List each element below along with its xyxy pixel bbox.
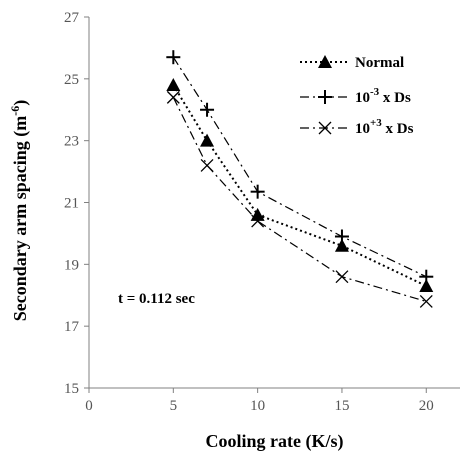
data-point-minus3 (334, 229, 349, 244)
y-tick-label: 17 (64, 319, 80, 335)
legend-label-minus3-tail: x Ds (379, 90, 411, 106)
y-axis-title: Secondary arm spacing (m-6) (8, 100, 31, 322)
x-tick-label: 10 (250, 398, 265, 414)
data-point-plus3 (200, 158, 214, 172)
data-point-minus3 (200, 102, 215, 117)
legend-symbol (318, 55, 332, 68)
data-point-plus3 (419, 294, 433, 308)
legend-label-plus3-base: 10 (355, 121, 370, 137)
series-line-normal (172, 84, 427, 287)
x-tick-label: 0 (85, 398, 93, 414)
x-axis-title: Cooling rate (K/s) (206, 431, 344, 452)
legend-marker-plus3 (318, 121, 332, 135)
data-point-normal (166, 78, 181, 92)
x-tick-label: 20 (419, 398, 434, 414)
y-tick-label: 19 (64, 257, 79, 273)
y-tick-label: 15 (64, 381, 79, 397)
data-point-normal (200, 133, 215, 147)
data-point-plus3 (251, 214, 265, 228)
y-axis-title-tail: ) (10, 100, 31, 106)
legend-label-plus3-tail: x Ds (382, 121, 414, 137)
y-axis-title-exponent: -6 (8, 106, 22, 116)
y-tick-label: 25 (64, 72, 79, 88)
legend-marker-minus3 (318, 90, 332, 104)
x-tick-label: 5 (170, 398, 178, 414)
x-tick-label: 15 (334, 398, 349, 414)
y-tick-label: 21 (64, 196, 79, 212)
legend: Normal 10-3 x Ds 10+3 x Ds (300, 55, 414, 137)
y-tick-label: 23 (64, 134, 79, 150)
legend-label-plus3-exp: +3 (370, 117, 382, 129)
time-annotation: t = 0.112 sec (118, 291, 195, 307)
legend-entry-normal: Normal (300, 55, 404, 71)
data-point-normal (419, 278, 434, 292)
data-point-minus3 (250, 184, 265, 199)
axes: 15 17 19 21 23 25 27 0 5 10 15 20 (64, 10, 460, 414)
y-tick-label: 27 (64, 10, 80, 26)
data-point-normal (334, 238, 349, 252)
legend-symbol (318, 90, 332, 104)
legend-label-minus3-exp: -3 (370, 86, 380, 98)
data-point-normal (250, 207, 265, 221)
legend-marker-normal (318, 55, 332, 68)
legend-label-minus3: 10-3 x Ds (355, 86, 411, 106)
y-axis-title-base: Secondary arm spacing (m (10, 116, 31, 322)
legend-label-normal: Normal (355, 55, 404, 71)
data-point-plus3 (166, 90, 180, 104)
data-point-minus3 (419, 269, 434, 284)
legend-symbol (318, 121, 332, 135)
legend-label-plus3: 10+3 x Ds (355, 117, 414, 137)
series-layer (166, 50, 434, 308)
data-point-minus3 (166, 50, 181, 65)
legend-entry-plus3: 10+3 x Ds (300, 117, 414, 137)
legend-entry-minus3: 10-3 x Ds (300, 86, 411, 106)
legend-label-minus3-base: 10 (355, 90, 370, 106)
data-point-plus3 (335, 270, 349, 284)
